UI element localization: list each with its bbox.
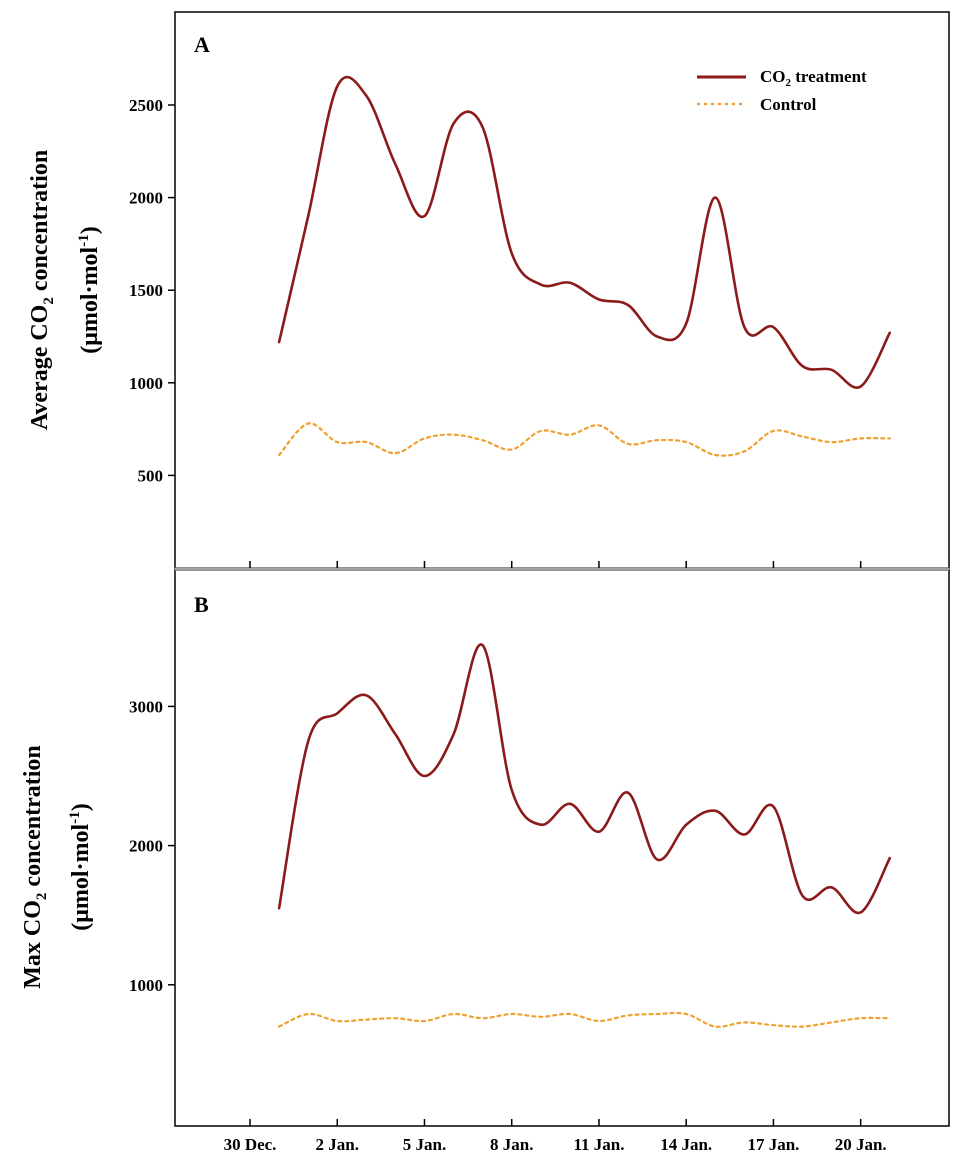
panel-a-ytick-label: 1000 bbox=[129, 374, 163, 393]
legend-treatment-label: CO2 treatment bbox=[760, 67, 867, 89]
panel-a-ytick-label: 2500 bbox=[129, 96, 163, 115]
legend-treatment-sub: 2 bbox=[786, 77, 792, 89]
panel-b-ylabel-line1-suffix: concentration bbox=[20, 745, 46, 892]
panel-a-ylabel-line2: (μmol·mol-1) bbox=[76, 226, 103, 353]
xtick-label: 14 Jan. bbox=[660, 1135, 712, 1154]
panel-a-ylabel-line2-sup: -1 bbox=[76, 234, 92, 247]
ticks-layer: 500 1000 1500 2000 2500 1000 2000 3000 30 Dec. 2 … bbox=[129, 96, 887, 1154]
panel-a-treatment-line bbox=[277, 75, 892, 389]
legend-treatment-suffix: treatment bbox=[791, 67, 867, 86]
panel-a-ylabel-line1-suffix: concentration bbox=[27, 150, 53, 297]
series-layer bbox=[277, 75, 892, 1028]
panel-a-ytick-label: 1500 bbox=[129, 281, 163, 300]
panel-a-ytick-label: 500 bbox=[138, 466, 164, 485]
panel-a-ytick-label: 2000 bbox=[129, 189, 163, 208]
panel-a-ylabel-line2-suffix: ) bbox=[77, 226, 103, 234]
panel-b-ylabel-line1: Max CO2 concentration bbox=[20, 745, 50, 988]
panel-a-control-line bbox=[278, 422, 891, 457]
legend-treatment-prefix: CO bbox=[760, 67, 786, 86]
panel-a-ylabel-line2-prefix: (μmol·mol bbox=[77, 246, 103, 353]
panel-b-frame bbox=[174, 569, 950, 1127]
panel-b-ylabel-line2-prefix: (μmol·mol bbox=[68, 823, 94, 930]
panel-a-ylabel-line1: Average CO2 concentration bbox=[27, 150, 57, 430]
panel-b-control-line bbox=[278, 1011, 891, 1028]
panel-a-label: A bbox=[194, 32, 210, 57]
panel-b-treatment-line bbox=[277, 643, 892, 915]
xtick-label: 5 Jan. bbox=[403, 1135, 446, 1154]
xtick-label: 30 Dec. bbox=[224, 1135, 277, 1154]
panel-b-ylabel-line2-sup: -1 bbox=[67, 811, 83, 824]
panel-b-label: B bbox=[194, 592, 209, 617]
xtick-label: 2 Jan. bbox=[316, 1135, 359, 1154]
panel-b-ylabel-line1-prefix: Max CO bbox=[20, 900, 46, 989]
panel-b-ylabel-line2: (μmol·mol-1) bbox=[67, 803, 94, 930]
legend-control-label: Control bbox=[760, 95, 817, 114]
panel-a-ylabel-line1-prefix: Average CO bbox=[27, 305, 53, 431]
panel-b-ytick-label: 2000 bbox=[129, 837, 163, 856]
panel-b-ylabel-line2-suffix: ) bbox=[68, 803, 94, 811]
panel-b-ytick-label: 1000 bbox=[129, 976, 163, 995]
panel-b-ytick-label: 3000 bbox=[129, 697, 163, 716]
panel-a-ylabel-line1-sub: 2 bbox=[41, 297, 57, 305]
xtick-label: 17 Jan. bbox=[747, 1135, 799, 1154]
xtick-label: 11 Jan. bbox=[573, 1135, 624, 1154]
xtick-label: 8 Jan. bbox=[490, 1135, 533, 1154]
panel-b-ylabel-line1-sub: 2 bbox=[34, 893, 50, 901]
xtick-label: 20 Jan. bbox=[835, 1135, 887, 1154]
